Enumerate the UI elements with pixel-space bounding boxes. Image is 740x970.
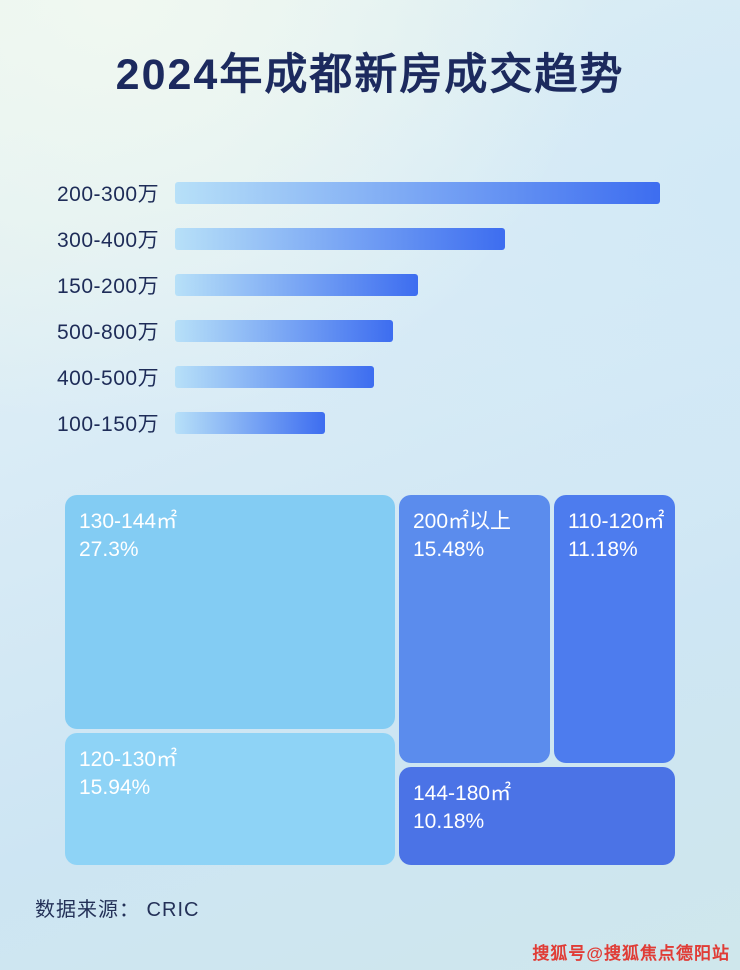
treemap-box-120-130: 120-130㎡ 15.94% xyxy=(65,733,395,865)
bar-row: 150-200万 xyxy=(0,274,740,298)
treemap-value: 10.18% xyxy=(413,810,485,834)
bar-row: 400-500万 xyxy=(0,366,740,390)
bar-track xyxy=(175,366,660,388)
bar-label: 300-400万 xyxy=(57,229,160,252)
treemap-box-130-144: 130-144㎡ 27.3% xyxy=(65,495,395,729)
watermark: 搜狐号@搜狐焦点德阳站 xyxy=(532,944,730,963)
bar-track xyxy=(175,412,660,434)
treemap-label: 130-144㎡ xyxy=(79,510,178,533)
treemap-box-110-120: 110-120㎡ 11.18% xyxy=(554,495,675,763)
bar-track xyxy=(175,274,660,296)
bar-row: 500-800万 xyxy=(0,320,740,344)
bar xyxy=(175,228,505,250)
bar-label: 150-200万 xyxy=(57,275,160,298)
bar-chart: 200-300万 300-400万 150-200万 500-800万 400- xyxy=(0,182,740,458)
treemap-label: 110-120㎡ xyxy=(568,510,665,533)
treemap-box-144-180: 144-180㎡ 10.18% xyxy=(399,767,675,865)
bar xyxy=(175,274,418,296)
bar xyxy=(175,412,326,434)
treemap-value: 15.48% xyxy=(413,538,485,562)
bar xyxy=(175,320,394,342)
treemap: 130-144㎡ 27.3% 120-130㎡ 15.94% 200㎡以上 15… xyxy=(65,495,675,865)
treemap-value: 15.94% xyxy=(79,776,151,800)
treemap-value: 27.3% xyxy=(79,538,139,562)
data-source-label: 数据来源： CRIC xyxy=(35,899,200,921)
bar xyxy=(175,182,660,204)
treemap-label: 144-180㎡ xyxy=(413,782,512,805)
bar-track xyxy=(175,228,660,250)
bar-track xyxy=(175,182,660,204)
treemap-label: 120-130㎡ xyxy=(79,748,178,771)
bar xyxy=(175,366,374,388)
treemap-label: 200㎡以上 xyxy=(413,510,512,533)
bar-label: 500-800万 xyxy=(57,321,160,344)
treemap-box-200-plus: 200㎡以上 15.48% xyxy=(399,495,550,763)
bar-label: 400-500万 xyxy=(57,367,160,390)
bar-label: 100-150万 xyxy=(57,413,160,436)
bar-row: 100-150万 xyxy=(0,412,740,436)
treemap-value: 11.18% xyxy=(568,538,638,562)
page-title: 2024年成都新房成交趋势 xyxy=(115,51,625,99)
bar-label: 200-300万 xyxy=(57,183,160,206)
bar-row: 300-400万 xyxy=(0,228,740,252)
bar-row: 200-300万 xyxy=(0,182,740,206)
bar-track xyxy=(175,320,660,342)
